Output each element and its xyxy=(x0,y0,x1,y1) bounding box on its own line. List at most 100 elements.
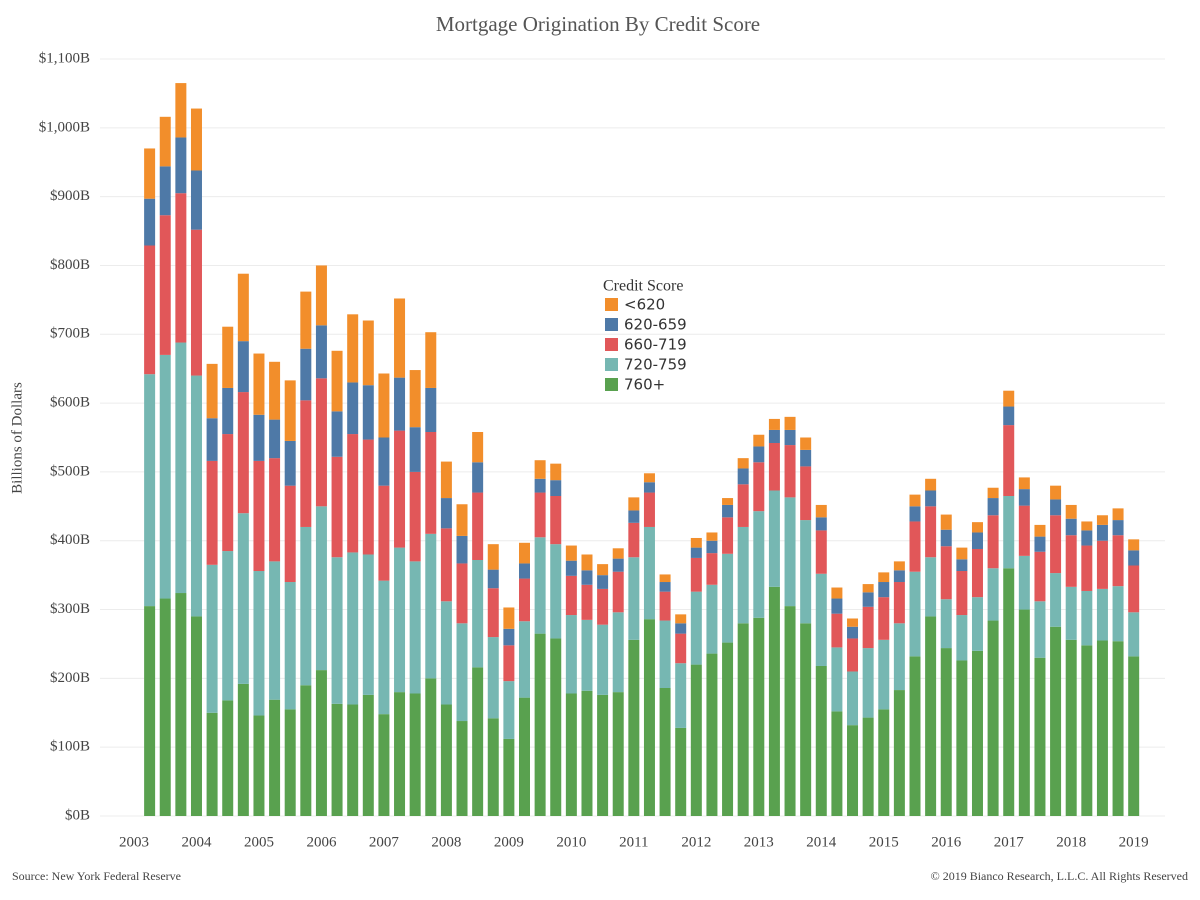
bar-segment xyxy=(862,606,874,649)
bar-segment xyxy=(190,229,202,376)
bar-segment xyxy=(206,363,218,419)
bar-segment xyxy=(956,559,968,572)
bar-segment xyxy=(519,563,530,579)
bar-segment xyxy=(362,694,374,816)
bar-segment xyxy=(175,83,187,138)
bar-segment xyxy=(909,656,921,816)
bar-segment xyxy=(753,617,765,816)
bar-segment xyxy=(315,325,327,379)
bar-segment xyxy=(581,690,593,816)
bar-segment xyxy=(597,575,609,589)
bar-segment xyxy=(315,265,327,326)
bar-segment xyxy=(269,699,281,816)
bar-segment xyxy=(222,326,234,388)
bar-segment xyxy=(550,463,562,481)
bar-segment xyxy=(706,540,718,554)
bar-segment xyxy=(690,664,702,816)
bar-segment xyxy=(519,542,530,564)
x-tick-label: 2007 xyxy=(369,834,400,850)
bar-segment xyxy=(347,314,359,383)
bar-segment xyxy=(753,434,765,447)
x-tick-label: 2017 xyxy=(994,834,1025,850)
bar-segment xyxy=(643,619,655,816)
bar-segment xyxy=(534,492,546,538)
bar-segment xyxy=(800,623,812,816)
bar-segment xyxy=(378,373,390,438)
bar-segment xyxy=(503,607,515,629)
bar-segment xyxy=(831,647,843,712)
bar-segment xyxy=(534,478,546,493)
bar-segment xyxy=(331,456,343,558)
bar-segment xyxy=(347,704,359,816)
bar-segment xyxy=(1065,504,1077,519)
bar-segment xyxy=(159,215,171,355)
bar-segment xyxy=(800,449,812,467)
bar-segment xyxy=(534,537,546,634)
legend-label: 720-759 xyxy=(624,356,687,374)
bar-segment xyxy=(800,437,812,450)
bar-segment xyxy=(284,709,296,816)
y-tick-label: $700B xyxy=(50,326,90,342)
x-tick-label: 2019 xyxy=(1119,834,1149,850)
legend-label: 660-719 xyxy=(624,336,687,354)
bar-segment xyxy=(862,648,874,718)
bar-segment xyxy=(144,245,156,375)
bar-segment xyxy=(1081,545,1093,591)
bar-segment xyxy=(925,557,937,617)
bar-segment xyxy=(675,623,687,634)
legend-label: 760+ xyxy=(624,376,665,394)
bar-segment xyxy=(643,492,655,527)
bar-segment xyxy=(159,598,171,816)
bar-segment xyxy=(300,685,312,816)
x-tick-label: 2011 xyxy=(619,834,648,850)
bar-segment xyxy=(847,638,859,672)
bar-segment xyxy=(737,468,749,485)
bar-segment xyxy=(1112,520,1124,536)
bar-segment xyxy=(690,547,702,558)
bar-segment xyxy=(1096,640,1108,816)
bar-segment xyxy=(956,571,968,616)
bar-segment xyxy=(862,592,874,607)
bar-segment xyxy=(737,458,749,469)
bar-segment xyxy=(1128,565,1140,613)
bar-segment xyxy=(815,517,827,531)
bar-segment xyxy=(1081,521,1093,531)
bar-segment xyxy=(753,446,765,463)
copyright: © 2019 Bianco Research, L.L.C. All Right… xyxy=(931,869,1188,883)
y-tick-label: $300B xyxy=(50,601,90,617)
bar-segment xyxy=(878,582,890,598)
bar-segment xyxy=(487,637,499,719)
bar-segment xyxy=(190,108,202,171)
bar-segment xyxy=(581,554,593,571)
bar-segment xyxy=(784,497,796,607)
bar-segment xyxy=(628,510,640,523)
bar-segment xyxy=(440,601,452,705)
bar-segment xyxy=(909,494,921,507)
bar-segment xyxy=(175,342,187,594)
bar-segment xyxy=(940,514,952,530)
bar-segment xyxy=(893,582,905,624)
bar-segment xyxy=(659,620,671,688)
bar-segment xyxy=(1050,573,1062,627)
bar-segment xyxy=(1065,586,1077,640)
bar-segment xyxy=(643,482,655,493)
bar-segment xyxy=(971,532,983,549)
bar-segment xyxy=(722,517,734,554)
bar-segment xyxy=(706,553,718,585)
bar-segment xyxy=(847,626,859,639)
bar-segment xyxy=(815,665,827,816)
bar-segment xyxy=(190,170,202,230)
bar-segment xyxy=(768,490,780,587)
bar-segment xyxy=(472,559,484,668)
bar-segment xyxy=(768,429,780,444)
bar-segment xyxy=(284,582,296,710)
bar-segment xyxy=(237,341,249,393)
bar-segment xyxy=(159,116,171,167)
bar-segment xyxy=(440,461,452,499)
bar-segment xyxy=(550,495,562,545)
x-tick-label: 2009 xyxy=(494,834,524,850)
bar-segment xyxy=(706,653,718,816)
bar-segment xyxy=(519,697,530,816)
bar-segment xyxy=(753,462,765,512)
y-tick-label: $800B xyxy=(50,257,90,273)
